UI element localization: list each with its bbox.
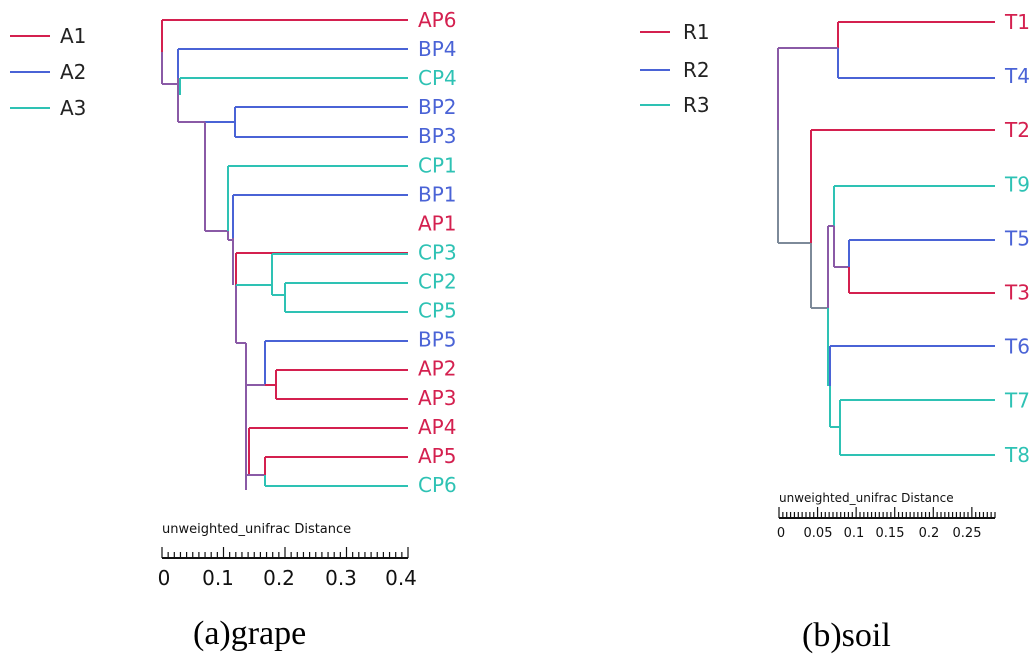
- scale-tick-label: 0: [777, 526, 785, 541]
- soil-legend-item: R1: [640, 20, 710, 44]
- grape-legend-item: A2: [10, 60, 86, 84]
- scale-tick-label: 0.1: [202, 566, 234, 590]
- grape-legend: A1 A2 A3: [10, 24, 86, 120]
- leaf-label-ap6: AP6: [418, 8, 456, 32]
- soil-panel: R1 R2 R3: [640, 10, 1030, 654]
- grape-legend-item: A3: [10, 96, 86, 120]
- scale-tick-label: 0.1: [844, 526, 865, 541]
- legend-label-a1: A1: [60, 24, 86, 48]
- leaf-label-cp5: CP5: [418, 299, 457, 323]
- scale-tick-label: 0: [158, 566, 171, 590]
- leaf-label-t3: T3: [1004, 281, 1030, 305]
- leaf-label-ap1: AP1: [418, 211, 456, 235]
- scale-tick-label: 0.4: [385, 566, 417, 590]
- leaf-label-bp2: BP2: [418, 95, 457, 119]
- soil-leaf-labels: T1 T4 T2 T9 T5 T3 T6 T7 T8: [1004, 10, 1030, 467]
- leaf-label-ap5: AP5: [418, 444, 456, 468]
- leaf-label-cp6: CP6: [418, 473, 457, 497]
- grape-legend-item: A1: [10, 24, 86, 48]
- soil-scale-bar: 0 0.05 0.1 0.15 0.2 0.25: [777, 507, 996, 541]
- leaf-label-bp5: BP5: [418, 328, 457, 352]
- soil-legend-item: R2: [640, 58, 710, 82]
- leaf-label-t6: T6: [1004, 335, 1030, 359]
- grape-caption: (a)grape: [193, 615, 306, 652]
- leaf-label-bp4: BP4: [418, 37, 457, 61]
- scale-tick-label: 0.2: [263, 566, 295, 590]
- scale-tick-label: 0.25: [953, 526, 982, 541]
- legend-label-a2: A2: [60, 60, 86, 84]
- scale-tick-label: 0.2: [919, 526, 940, 541]
- soil-legend: R1 R2 R3: [640, 20, 710, 117]
- leaf-label-t7: T7: [1004, 389, 1030, 413]
- scale-tick-label: 0.05: [804, 526, 833, 541]
- leaf-label-ap4: AP4: [418, 415, 456, 439]
- legend-label-a3: A3: [60, 96, 86, 120]
- leaf-label-ap3: AP3: [418, 386, 456, 410]
- grape-leaf-labels: AP6 BP4 CP4 BP2 BP3 CP1 BP1 AP1 CP3 CP2 CP5 BP5 AP2 A…: [418, 8, 457, 497]
- leaf-label-cp4: CP4: [418, 66, 457, 90]
- leaf-label-t4: T4: [1004, 64, 1030, 88]
- leaf-label-t9: T9: [1004, 172, 1030, 196]
- soil-caption: (b)soil: [802, 617, 891, 654]
- legend-label-r3: R3: [683, 93, 710, 117]
- grape-scale-bar: 0 0.1 0.2 0.3 0.4: [158, 547, 417, 590]
- legend-label-r1: R1: [683, 20, 710, 44]
- scale-tick-label: 0.15: [876, 526, 905, 541]
- leaf-label-cp1: CP1: [418, 153, 457, 177]
- grape-panel: A1 A2 A3: [10, 8, 457, 652]
- legend-label-r2: R2: [683, 58, 710, 82]
- leaf-label-t8: T8: [1004, 443, 1030, 467]
- leaf-label-bp1: BP1: [418, 182, 457, 206]
- leaf-label-cp3: CP3: [418, 240, 457, 264]
- leaf-label-cp2: CP2: [418, 270, 457, 294]
- leaf-label-t5: T5: [1004, 226, 1030, 250]
- soil-axis-title: unweighted_unifrac Distance: [779, 491, 954, 505]
- scale-tick-label: 0.3: [325, 566, 357, 590]
- grape-axis-title: unweighted_unifrac Distance: [162, 522, 351, 537]
- leaf-label-bp3: BP3: [418, 124, 457, 148]
- leaf-label-t1: T1: [1004, 10, 1030, 34]
- soil-tree: [777, 21, 995, 456]
- leaf-label-ap2: AP2: [418, 357, 456, 381]
- leaf-label-t2: T2: [1004, 118, 1030, 142]
- soil-legend-item: R3: [640, 93, 710, 117]
- grape-tree: [161, 19, 408, 490]
